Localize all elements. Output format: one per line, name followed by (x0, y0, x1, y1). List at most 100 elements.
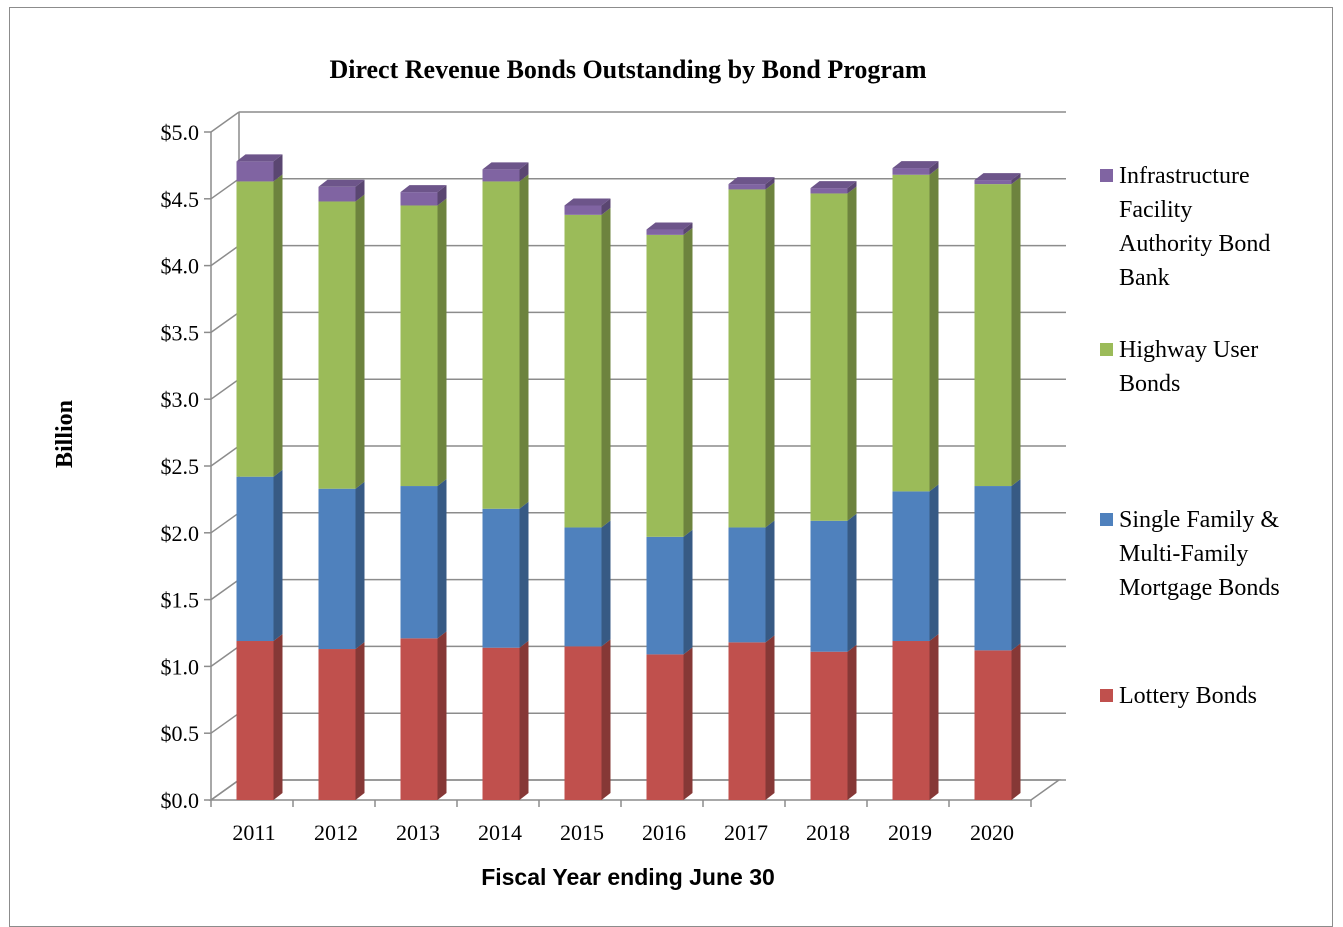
bar-top (974, 173, 1021, 181)
bar-front (646, 536, 684, 655)
bar-side (847, 186, 857, 521)
bar-front (810, 520, 848, 652)
bar-2018-series-1 (810, 513, 857, 652)
y-tick-label: $4.0 (161, 254, 200, 279)
bar-front (892, 168, 930, 175)
bar-top (482, 162, 529, 170)
bar-2013-series-3 (400, 185, 447, 206)
bar-front (810, 651, 848, 800)
x-tick-label: 2020 (970, 820, 1014, 845)
bar-side (765, 182, 775, 528)
y-tick-labels: $0.0 $0.5 $1.0 $1.5 $2.0 $2.5 $3.0 $3.5 $4.0 $4.5… (161, 120, 200, 813)
bar-side (355, 179, 365, 202)
bar-2011-series-1 (236, 469, 283, 642)
x-tick-label: 2013 (396, 820, 440, 845)
y-tick-label: $3.5 (161, 320, 200, 345)
bar-side (683, 222, 693, 235)
bar-2012-series-3 (318, 179, 365, 202)
bar-side (355, 194, 365, 489)
bar-front (974, 650, 1012, 800)
bar-side (519, 640, 529, 800)
bar-front (400, 486, 438, 639)
bar-side (929, 634, 939, 800)
x-tick-label: 2019 (888, 820, 932, 845)
legend-swatch (1100, 689, 1113, 702)
bar-2012-series-0 (318, 642, 365, 800)
bar-2019-series-3 (892, 161, 939, 175)
bar-front (728, 189, 766, 528)
gridline-3-5-slant (210, 311, 240, 334)
bar-side (929, 484, 939, 642)
bar-side (519, 174, 529, 509)
bar-top (564, 198, 611, 206)
legend-swatch (1100, 169, 1113, 182)
bar-front (318, 649, 356, 800)
bar-2016-series-1 (646, 529, 693, 655)
bar-front (318, 186, 356, 202)
bar-2016-series-0 (646, 647, 693, 800)
bar-front (892, 491, 930, 642)
bar-top (646, 222, 693, 230)
bar-side (929, 167, 939, 492)
bar-2015-series-0 (564, 639, 611, 800)
bar-2017-series-0 (728, 635, 775, 800)
bar-front (646, 229, 684, 235)
gridline-2-5-slant (210, 445, 240, 467)
bar-2012-series-1 (318, 481, 365, 650)
bar-front (318, 201, 356, 489)
bar-front (236, 641, 274, 800)
bar-2012-series-2 (318, 194, 365, 489)
bar-front (564, 205, 602, 215)
bar-side (1011, 173, 1021, 185)
x-axis-label: Fiscal Year ending June 30 (481, 864, 775, 890)
x-tick-label: 2015 (560, 820, 604, 845)
bar-2013-series-1 (400, 479, 447, 639)
bar-2016-series-2 (646, 227, 693, 537)
bar-side (273, 469, 283, 642)
bar-front (482, 169, 520, 182)
bar-side (437, 198, 447, 487)
bar-2018-series-2 (810, 186, 857, 521)
bar-side (847, 644, 857, 800)
bar-front (646, 234, 684, 537)
gridline-4-0-slant (210, 244, 240, 267)
bar-2015-series-1 (564, 520, 611, 647)
bar-side (601, 207, 611, 528)
legend-label-line: Bank (1119, 265, 1170, 291)
bar-2015-series-3 (564, 198, 611, 215)
bar-front (482, 647, 520, 800)
legend-item-1: Single Family & Multi-Family Mortgage Bond… (1100, 507, 1280, 601)
bar-2014-series-0 (482, 640, 529, 800)
legend-label-line: Multi-Family (1119, 541, 1248, 567)
bar-side (437, 185, 447, 206)
bar-front (810, 188, 848, 194)
legend-label-line: Mortgage Bonds (1119, 575, 1280, 601)
bar-2017-series-1 (728, 520, 775, 643)
bar-side (765, 635, 775, 800)
bar-2020-series-3 (974, 173, 1021, 185)
bar-2013-series-2 (400, 198, 447, 487)
y-tick-label: $1.0 (161, 654, 200, 679)
x-tick-label: 2014 (478, 820, 522, 845)
legend-label-line: Facility (1119, 197, 1192, 223)
bar-side (929, 161, 939, 175)
legend-label-line: Bonds (1119, 371, 1180, 397)
gridline-3-0-slant (210, 378, 240, 400)
x-tick-labels: 2011 2012 2013 2014 2015 2016 2017 2018 2019 2020 (232, 820, 1014, 845)
bar-2018-series-3 (810, 181, 857, 194)
bar-front (400, 205, 438, 487)
bar-side (1011, 177, 1021, 487)
legend-item-2: Highway User Bonds (1100, 337, 1258, 397)
bar-2017-series-2 (728, 182, 775, 528)
bar-front (564, 214, 602, 528)
bar-side (519, 162, 529, 182)
bar-top (318, 179, 365, 187)
bar-front (728, 184, 766, 190)
bar-2019-series-2 (892, 167, 939, 492)
bar-top (400, 185, 447, 193)
y-tick-label: $1.5 (161, 588, 200, 613)
stacked-bar-chart: $0.0 $0.5 $1.0 $1.5 $2.0 $2.5 $3.0 $3.5 $4.0 $4.5… (52, 55, 1280, 890)
bar-side (601, 520, 611, 647)
bar-front (974, 180, 1012, 185)
bar-side (437, 631, 447, 800)
